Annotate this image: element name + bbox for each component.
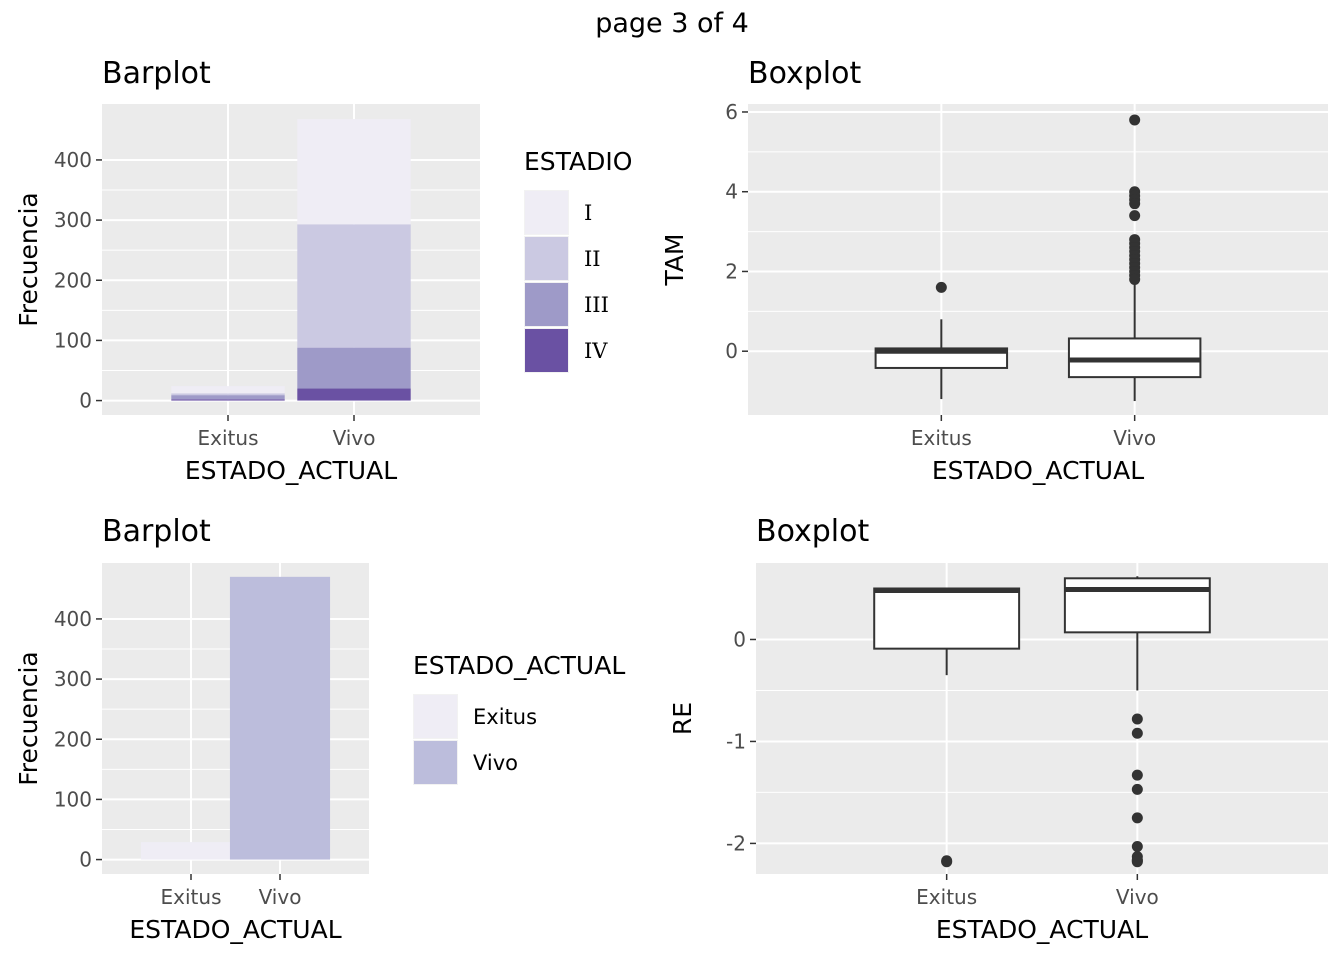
y-tick-label: 200 bbox=[54, 268, 92, 292]
bar bbox=[229, 576, 331, 860]
x-tick-label: Vivo bbox=[1113, 426, 1156, 450]
legend-swatch bbox=[525, 237, 568, 280]
chart-title: Boxplot bbox=[756, 514, 869, 549]
x-tick-label: Vivo bbox=[333, 426, 376, 450]
x-tick-label: Exitus bbox=[916, 885, 977, 909]
y-tick-label: 400 bbox=[54, 148, 92, 172]
page-title: page 3 of 4 bbox=[595, 8, 749, 39]
y-axis-label: TAM bbox=[660, 233, 689, 286]
y-tick-label: 0 bbox=[79, 848, 92, 872]
bar-segment bbox=[171, 393, 285, 396]
y-tick-label: 2 bbox=[725, 259, 738, 283]
x-tick-label: Vivo bbox=[259, 885, 302, 909]
y-tick-label: 300 bbox=[54, 667, 92, 691]
bar-segment bbox=[171, 399, 285, 401]
bar-segment bbox=[297, 388, 411, 401]
legend-label: Exitus bbox=[473, 705, 537, 729]
chart-barplot-estadio: 0 100 200 300 400 Exitus Vivo Barplot ESTADO_ACT… bbox=[14, 56, 632, 485]
outlier-point bbox=[1131, 713, 1143, 725]
outlier-point bbox=[1129, 114, 1141, 126]
y-tick-label: 300 bbox=[54, 208, 92, 232]
chart-title: Barplot bbox=[102, 56, 211, 91]
outlier-point bbox=[1129, 210, 1141, 222]
box-iqr bbox=[873, 587, 1021, 650]
x-axis-label: ESTADO_ACTUAL bbox=[129, 915, 341, 944]
y-tick-label: 100 bbox=[54, 787, 92, 811]
legend-swatch bbox=[414, 695, 457, 738]
legend-title: ESTADO_ACTUAL bbox=[413, 651, 625, 680]
chart-boxplot-tam: 0 2 4 6 Exitus Vivo Boxplot ESTADO_ACTUAL TAM bbox=[660, 56, 1328, 485]
chart-title: Boxplot bbox=[748, 56, 861, 91]
bar-segment bbox=[171, 386, 285, 394]
bar-segment bbox=[171, 395, 285, 400]
outlier-point bbox=[935, 281, 947, 293]
y-tick-label: 6 bbox=[725, 100, 738, 124]
plot-panel bbox=[748, 104, 1328, 415]
bar bbox=[140, 842, 242, 860]
legend-label: II bbox=[584, 247, 601, 271]
y-tick-label: -2 bbox=[726, 831, 746, 855]
x-axis-label: ESTADO_ACTUAL bbox=[932, 456, 1144, 485]
y-tick-label: -1 bbox=[726, 729, 746, 753]
chart-barplot-estado: 0 100 200 300 400 Exitus Vivo Barplot ESTADO_ACT… bbox=[14, 514, 625, 944]
chart-boxplot-re: 0 -1 -2 Exitus Vivo Boxplot ESTADO_ACTUAL RE bbox=[668, 514, 1328, 944]
bar-segment bbox=[297, 119, 411, 225]
y-tick-label: 100 bbox=[54, 328, 92, 352]
outlier-point bbox=[1131, 840, 1143, 852]
chart-title: Barplot bbox=[102, 514, 211, 549]
legend-swatch bbox=[525, 191, 568, 234]
x-axis-label: ESTADO_ACTUAL bbox=[936, 915, 1148, 944]
box-iqr bbox=[1063, 577, 1211, 634]
plot-panel bbox=[756, 563, 1328, 874]
legend-label: Vivo bbox=[473, 751, 518, 775]
legend-title: ESTADIO bbox=[524, 147, 632, 176]
x-axis-label: ESTADO_ACTUAL bbox=[185, 456, 397, 485]
x-tick-label: Exitus bbox=[161, 885, 222, 909]
x-tick-label: Exitus bbox=[911, 426, 972, 450]
legend-swatch bbox=[525, 329, 568, 372]
outlier-point bbox=[941, 856, 953, 868]
plot-panel bbox=[102, 104, 480, 415]
legend-swatch bbox=[525, 283, 568, 326]
outlier-point bbox=[1129, 273, 1141, 285]
y-axis-label: Frecuencia bbox=[14, 651, 43, 786]
outlier-point bbox=[1129, 198, 1141, 210]
legend-swatch bbox=[414, 741, 457, 784]
y-axis-label: RE bbox=[668, 702, 697, 735]
y-tick-label: 0 bbox=[79, 389, 92, 413]
outlier-point bbox=[1131, 856, 1143, 868]
y-tick-label: 0 bbox=[733, 627, 746, 651]
outlier-point bbox=[1131, 769, 1143, 781]
y-tick-label: 4 bbox=[725, 180, 738, 204]
legend-label: IV bbox=[584, 339, 608, 363]
y-tick-label: 400 bbox=[54, 607, 92, 631]
x-tick-label: Vivo bbox=[1116, 885, 1159, 909]
bar-segment bbox=[297, 347, 411, 389]
legend-label: I bbox=[584, 201, 592, 225]
outlier-point bbox=[1131, 812, 1143, 824]
outlier-point bbox=[1131, 727, 1143, 739]
legend-label: III bbox=[584, 293, 609, 317]
y-tick-label: 200 bbox=[54, 727, 92, 751]
y-axis-label: Frecuencia bbox=[14, 192, 43, 327]
y-tick-label: 0 bbox=[725, 339, 738, 363]
outlier-point bbox=[1131, 783, 1143, 795]
bar-segment bbox=[297, 224, 411, 348]
x-tick-label: Exitus bbox=[198, 426, 259, 450]
